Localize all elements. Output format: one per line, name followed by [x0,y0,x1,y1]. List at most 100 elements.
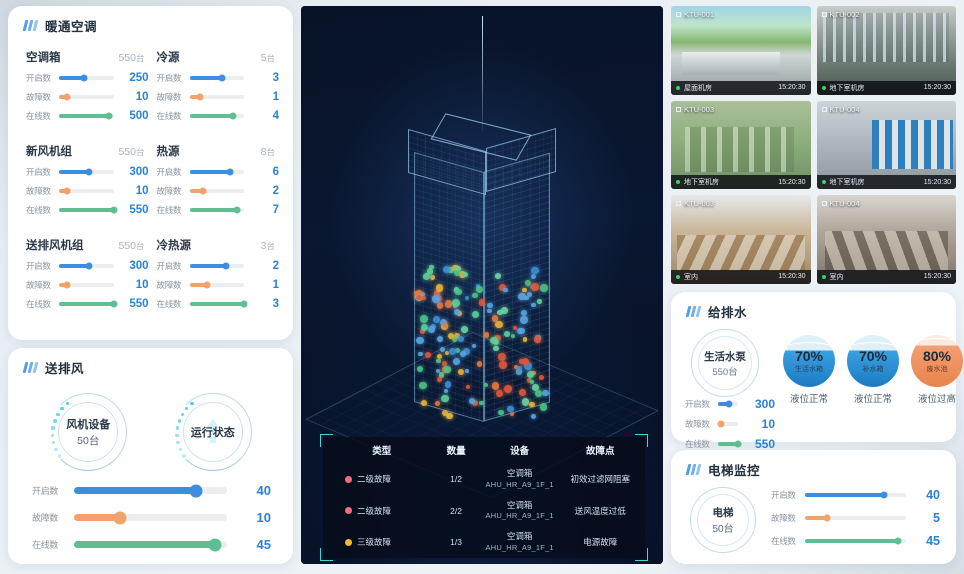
hvac-unit-header: 送排风机组 550台 [26,237,149,253]
metric-slider[interactable] [74,484,227,497]
metric-slider[interactable] [59,187,114,195]
metric-knob[interactable] [189,484,203,497]
metric-knob[interactable] [208,538,222,551]
hvac-unit: 送排风机组 550台 开启数 300 故障数 10 在线数 550 [26,237,149,317]
elevator-count: 50台 [712,524,734,535]
metric-slider[interactable] [718,400,738,408]
sensor-dot [417,351,423,357]
metric-knob[interactable] [113,511,127,524]
sensor-dot [498,410,504,416]
camera-timestamp: 15:20:30 [778,273,806,281]
alarm-row[interactable]: 三级故障 1/3 空调箱 AHU_HR_A9_1F_1 电源故障 [323,526,645,558]
camera-tile[interactable]: KTU-001 屋面机房 15:20:30 [671,6,811,95]
metric-slider[interactable] [805,491,906,498]
sensor-dot [444,300,453,309]
hvac-unit-total: 550台 [118,52,145,64]
metric-knob[interactable] [233,206,241,214]
alarm-col-fault: 故障点 [585,446,615,458]
sensor-dot [466,385,471,390]
dial-outer-ring [691,329,759,397]
metric-label: 在线数 [771,535,796,546]
metric-slider[interactable] [189,187,244,195]
metric-knob[interactable] [203,281,211,289]
hvac-unit-header: 热源 8台 [157,143,280,159]
metric-knob[interactable] [80,74,88,82]
metric-slider[interactable] [59,262,114,270]
metric-slider[interactable] [59,281,114,289]
metric-knob[interactable] [880,491,888,498]
alarm-row[interactable]: 二级故障 2/2 空调箱 AHU_HR_A9_1F_1 送风温度过低 [323,495,645,527]
metric-slider[interactable] [718,440,742,448]
metric-knob[interactable] [110,300,117,308]
metric-slider[interactable] [189,168,244,176]
hvac-unit: 冷热源 3台 开启数 2 故障数 1 在线数 3 [157,237,280,317]
hvac-unit: 冷源 5台 开启数 3 故障数 1 在线数 4 [157,49,280,129]
metric-knob[interactable] [823,514,831,521]
metric-slider[interactable] [59,74,114,82]
camera-grid: KTU-001 屋面机房 15:20:30 KTU-002 地下室机房 15:20:30 K… [671,6,956,284]
metric-knob[interactable] [63,187,71,195]
camera-tile[interactable]: KTU-004 室内 15:20:30 [816,195,956,284]
camera-online-led-icon [676,180,680,185]
metric-slider[interactable] [59,93,114,101]
metric-knob[interactable] [199,187,207,195]
metric-slider[interactable] [74,511,227,524]
sensor-dot [444,381,452,389]
metric-slider[interactable] [189,281,244,289]
metric-slider[interactable] [189,262,244,270]
alarm-type-label: 三级故障 [357,537,392,548]
metric-knob[interactable] [734,440,742,448]
metric-slider[interactable] [805,514,906,521]
dial-dot [65,401,70,406]
metric-knob[interactable] [218,74,226,82]
metric-knob[interactable] [105,112,113,120]
metric-row: 开启数 40 [32,483,271,498]
hvac-unit-header: 新风机组 550台 [26,143,149,159]
tank-gauge-circle: 70% 补水箱 [847,335,899,387]
metric-slider[interactable] [74,538,227,551]
metric-knob[interactable] [725,400,733,408]
metric-slider[interactable] [805,537,906,544]
camera-tile[interactable]: KTU-002 地下室机房 15:20:30 [816,6,956,95]
metric-knob[interactable] [226,168,234,176]
sensor-dot [448,347,457,355]
metric-knob[interactable] [222,262,230,270]
metric-slider[interactable] [189,206,244,214]
metric-slider[interactable] [717,420,738,428]
building-3d-viewport[interactable]: 类型 数量 设备 故障点 二级故障 1/2 空调箱 AHU_HR_A9_1F_1 初效过… [301,6,663,564]
sensor-dot [413,291,419,296]
metric-row: 在线数 550 [26,204,149,216]
metric-knob[interactable] [894,537,902,544]
camera-timestamp: 15:20:30 [778,178,806,186]
camera-tile[interactable]: KTU-003 地下室机房 15:20:30 [671,100,811,190]
metric-knob[interactable] [229,112,237,120]
metric-knob[interactable] [85,168,93,176]
water-pump-dial: 生活水泵 550台 [685,329,775,397]
metric-knob[interactable] [63,281,71,289]
metric-knob[interactable] [85,262,93,270]
dial-dot [60,406,64,411]
metric-slider[interactable] [59,112,114,120]
camera-tile[interactable]: KTU-003 室内 15:20:30 [671,195,811,284]
sensor-dot [441,394,449,402]
camera-tile[interactable]: KTU-004 地下室机房 15:20:30 [816,100,956,190]
metric-slider[interactable] [189,300,248,308]
metric-slider[interactable] [189,93,244,101]
alarm-row[interactable]: 二级故障 1/2 空调箱 AHU_HR_A9_1F_1 初效过滤网阻塞 [323,463,645,495]
metric-knob[interactable] [196,93,204,101]
metric-slider[interactable] [189,112,244,120]
sensor-dot [431,295,440,303]
metric-slider[interactable] [59,300,117,308]
sensor-dot [487,302,493,309]
metric-knob[interactable] [240,300,248,308]
metric-slider[interactable] [59,206,117,214]
camera-icon [676,12,681,17]
metric-slider[interactable] [59,168,114,176]
metric-knob[interactable] [63,93,71,101]
camera-icon [821,12,827,17]
metric-slider[interactable] [189,74,244,82]
metric-knob[interactable] [717,420,725,428]
camera-id: KTU-004 [829,104,860,114]
metric-fill [189,189,204,193]
metric-knob[interactable] [110,206,117,214]
